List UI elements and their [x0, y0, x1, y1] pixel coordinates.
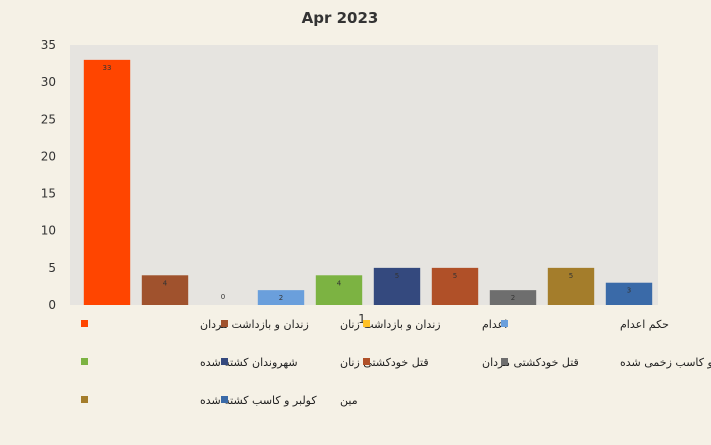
legend-label: حکم اعدام: [620, 318, 669, 331]
bar: [141, 275, 189, 305]
legend-label: زندان و بازداشت زنان: [340, 318, 441, 331]
data-label: 2: [511, 294, 515, 302]
data-label: 3: [627, 287, 631, 295]
data-label: 5: [395, 272, 399, 280]
y-tick-label: 5: [48, 261, 56, 275]
legend-label: مین: [340, 394, 358, 407]
legend-marker: [221, 396, 228, 403]
bar: [83, 59, 131, 305]
legend-label: قتل خودکشتی مردان: [482, 356, 579, 369]
plot-area: [70, 45, 658, 305]
legend-label: کولبر و کاسب زخمی شده: [620, 356, 711, 369]
data-label: 5: [569, 272, 573, 280]
y-tick-label: 20: [41, 149, 56, 163]
bar: [257, 290, 305, 305]
data-label: 4: [337, 279, 342, 287]
y-tick-label: 10: [41, 224, 56, 238]
legend-label: اعدام: [482, 318, 507, 331]
chart-title: Apr 2023: [302, 9, 379, 27]
x-tick-label: 1: [358, 312, 366, 326]
legend: زندان و بازداشت مردان زندان و بازداشت زنا…: [81, 318, 711, 407]
legend-marker: [81, 320, 88, 327]
bar: [373, 267, 421, 305]
y-axis: 0 5 10 15 20 25 30 35: [41, 38, 56, 312]
bar: [489, 290, 537, 305]
legend-marker: [81, 358, 88, 365]
y-tick-label: 35: [41, 38, 56, 52]
bar: [315, 275, 363, 305]
data-label: 4: [163, 279, 168, 287]
y-tick-label: 25: [41, 112, 56, 126]
bar: [605, 282, 653, 305]
legend-label: کولبر و کاسب کشته شده: [200, 394, 317, 407]
data-label: 0: [221, 293, 225, 301]
legend-marker: [81, 396, 88, 403]
data-label: 2: [279, 294, 283, 302]
y-tick-label: 15: [41, 187, 56, 201]
legend-label: قتل خودکشتی زنان: [340, 356, 429, 369]
legend-marker: [221, 358, 228, 365]
legend-marker: [501, 320, 508, 327]
data-label: 33: [103, 64, 112, 72]
legend-marker: [363, 358, 370, 365]
legend-marker: [501, 358, 508, 365]
legend-label: شهروندان کشته شده: [200, 356, 298, 369]
legend-marker: [221, 320, 228, 327]
bars: 33 4 0 2 4 5 5 2 5 3: [83, 59, 653, 305]
y-tick-label: 0: [48, 298, 56, 312]
y-tick-label: 30: [41, 75, 56, 89]
data-label: 5: [453, 272, 457, 280]
bar: [431, 267, 479, 305]
bar: [547, 267, 595, 305]
legend-label: زندان و بازداشت مردان: [200, 318, 309, 331]
legend-marker: [363, 320, 370, 327]
